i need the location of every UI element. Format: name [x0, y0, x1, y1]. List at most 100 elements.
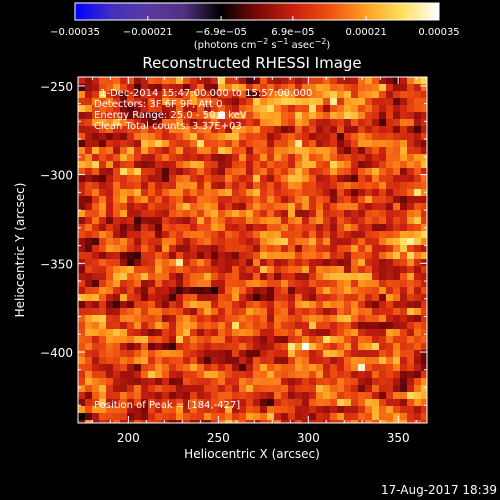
heatmap-cell — [281, 420, 289, 423]
heatmap-cell — [155, 154, 163, 162]
heatmap-cell — [197, 112, 205, 120]
heatmap-cell — [288, 189, 296, 197]
heatmap-cell — [106, 259, 114, 267]
heatmap-cell — [155, 203, 163, 211]
heatmap-cell — [78, 287, 86, 295]
heatmap-cell — [246, 406, 254, 414]
heatmap-cell — [99, 203, 107, 211]
heatmap-cell — [106, 252, 114, 260]
heatmap-cell — [281, 161, 289, 169]
heatmap-cell — [365, 217, 373, 225]
heatmap-cell — [176, 420, 184, 423]
heatmap-cell — [379, 105, 387, 113]
heatmap-cell — [162, 399, 170, 407]
heatmap-cell — [393, 399, 401, 407]
heatmap-cell — [400, 161, 408, 169]
heatmap-cell — [365, 273, 373, 281]
heatmap-cell — [421, 84, 427, 92]
heatmap-cell — [169, 140, 177, 148]
heatmap-cell — [365, 224, 373, 232]
heatmap-cell — [365, 196, 373, 204]
heatmap-cell — [372, 182, 380, 190]
heatmap-cell — [323, 77, 331, 85]
heatmap-cell — [113, 119, 121, 127]
heatmap-cell — [323, 413, 331, 421]
heatmap-cell — [393, 224, 401, 232]
heatmap-cell — [400, 329, 408, 337]
heatmap-cell — [288, 224, 296, 232]
heatmap-cell — [148, 329, 156, 337]
heatmap-cell — [288, 196, 296, 204]
heatmap-cell — [393, 252, 401, 260]
heatmap-cell — [183, 112, 191, 120]
heatmap-cell — [127, 224, 135, 232]
heatmap-cell — [344, 413, 352, 421]
heatmap-cell — [295, 161, 303, 169]
heatmap-cell — [288, 98, 296, 106]
heatmap-cell — [316, 154, 324, 162]
heatmap-cell — [169, 182, 177, 190]
heatmap-cell — [134, 273, 142, 281]
heatmap-cell — [400, 392, 408, 400]
heatmap-cell — [211, 392, 219, 400]
heatmap-cell — [204, 119, 212, 127]
heatmap-cell — [358, 357, 366, 365]
heatmap-cell — [407, 252, 415, 260]
colorbar-tick-label: −0.00035 — [50, 27, 100, 38]
heatmap-cell — [253, 84, 261, 92]
heatmap-cell — [323, 315, 331, 323]
heatmap-cell — [176, 245, 184, 253]
heatmap-cell — [421, 259, 427, 267]
heatmap-cell — [239, 133, 247, 141]
heatmap-cell — [330, 385, 338, 393]
heatmap-cell — [162, 259, 170, 267]
heatmap-cell — [288, 105, 296, 113]
heatmap-cell — [323, 252, 331, 260]
heatmap-cell — [337, 224, 345, 232]
heatmap-cell — [232, 301, 240, 309]
heatmap-cell — [288, 350, 296, 358]
heatmap-cell — [197, 266, 205, 274]
heatmap-cell — [99, 301, 107, 309]
heatmap-cell — [85, 315, 93, 323]
heatmap-cell — [155, 189, 163, 197]
heatmap-cell — [379, 112, 387, 120]
heatmap-cell — [267, 217, 275, 225]
heatmap-cell — [393, 189, 401, 197]
heatmap-cell — [400, 182, 408, 190]
heatmap-cell — [197, 77, 205, 85]
heatmap-cell — [127, 420, 135, 423]
heatmap-cell — [281, 350, 289, 358]
heatmap-cell — [344, 168, 352, 176]
heatmap-cell — [92, 420, 100, 423]
heatmap-cell — [407, 322, 415, 330]
heatmap-cell — [176, 406, 184, 414]
heatmap-cell — [302, 84, 310, 92]
heatmap-cell — [120, 273, 128, 281]
heatmap-cell — [113, 273, 121, 281]
heatmap-cell — [414, 378, 422, 386]
heatmap-cell — [323, 154, 331, 162]
heatmap-cell — [400, 350, 408, 358]
heatmap-cell — [176, 322, 184, 330]
heatmap-cell — [85, 245, 93, 253]
heatmap-cell — [400, 322, 408, 330]
heatmap-cell — [407, 357, 415, 365]
heatmap-cell — [225, 343, 233, 351]
heatmap-cell — [218, 420, 226, 423]
heatmap-cell — [99, 357, 107, 365]
heatmap-cell — [379, 287, 387, 295]
heatmap-cell — [120, 371, 128, 379]
heatmap-cell — [267, 399, 275, 407]
heatmap-cell — [393, 329, 401, 337]
heatmap-cell — [316, 196, 324, 204]
heatmap-cell — [407, 147, 415, 155]
heatmap-cell — [78, 210, 86, 218]
heatmap-cell — [99, 399, 107, 407]
heatmap-cell — [211, 182, 219, 190]
heatmap-cell — [85, 105, 93, 113]
heatmap-cell — [288, 259, 296, 267]
heatmap-cell — [127, 371, 135, 379]
heatmap-cell — [358, 280, 366, 288]
heatmap-cell — [141, 287, 149, 295]
